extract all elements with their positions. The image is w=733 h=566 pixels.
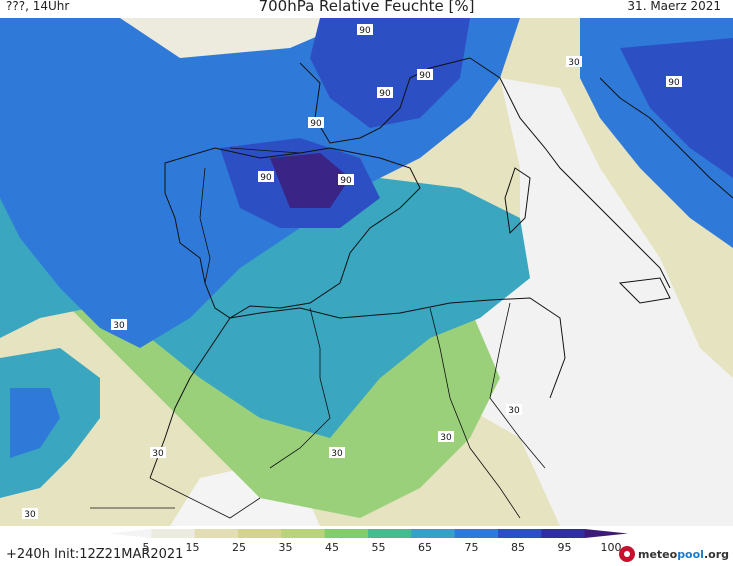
colorbar-tick-label: 55 bbox=[372, 541, 386, 554]
humid-core-france bbox=[310, 18, 470, 128]
colorbar-segment bbox=[498, 529, 542, 538]
humid-core-dark bbox=[270, 153, 350, 208]
colorbar: 5 15 25 35 45 55 65 75 85 95 100 bbox=[108, 529, 628, 554]
contour-label: 30 bbox=[438, 431, 454, 443]
contour-label: 90 bbox=[666, 76, 682, 88]
humid-core-balkans bbox=[620, 38, 733, 178]
header-date: 31. Maerz 2021 bbox=[627, 0, 721, 13]
svg-text:90: 90 bbox=[310, 119, 322, 129]
svg-text:90: 90 bbox=[379, 89, 391, 99]
contour-label: 30 bbox=[111, 319, 127, 331]
colorbar-segment bbox=[541, 529, 586, 538]
colorbar-tick-label: 5 bbox=[143, 541, 150, 554]
colorbar-segment bbox=[324, 529, 369, 538]
colorbar-tick-label: 25 bbox=[232, 541, 246, 554]
svg-text:90: 90 bbox=[340, 176, 352, 186]
chart-title: 700hPa Relative Feuchte [%] bbox=[258, 0, 475, 15]
meteopool-logo[interactable]: meteopool.org bbox=[618, 546, 729, 562]
colorbar-tick-label: 45 bbox=[325, 541, 339, 554]
contour-label: 90 bbox=[357, 24, 373, 36]
svg-text:30: 30 bbox=[508, 406, 520, 416]
colorbar-tick-label: 75 bbox=[465, 541, 479, 554]
atlantic-swirl-inner bbox=[10, 388, 60, 458]
contour-label: 30 bbox=[150, 447, 166, 459]
run-info: +240h Init:12Z21MAR2021 bbox=[6, 547, 184, 562]
header-left-label: ???, 14Uhr bbox=[6, 0, 70, 13]
logo-icon bbox=[618, 546, 635, 562]
svg-text:30: 30 bbox=[568, 58, 580, 68]
colorbar-segment bbox=[454, 529, 499, 538]
colorbar-segment bbox=[108, 529, 152, 538]
svg-text:30: 30 bbox=[24, 510, 36, 520]
logo-text: meteopool.org bbox=[637, 547, 729, 561]
colorbar-segment bbox=[194, 529, 239, 538]
contour-label: 30 bbox=[566, 56, 582, 68]
svg-text:30: 30 bbox=[152, 449, 164, 459]
humidity-map: 90 90 90 90 90 90 90 30 30 30 30 30 30 3… bbox=[0, 18, 733, 554]
contour-label: 90 bbox=[377, 87, 393, 99]
svg-text:90: 90 bbox=[260, 173, 272, 183]
svg-text:30: 30 bbox=[331, 449, 343, 459]
colorbar-tick-labels: 5 15 25 35 45 55 65 75 85 95 100 bbox=[143, 541, 622, 554]
contour-label: 90 bbox=[258, 171, 274, 183]
colorbar-tick-label: 15 bbox=[186, 541, 200, 554]
contour-labels: 90 90 90 90 90 90 90 30 30 30 30 30 30 3… bbox=[22, 24, 682, 520]
svg-text:90: 90 bbox=[359, 26, 371, 36]
colorbar-tick-label: 35 bbox=[279, 541, 293, 554]
colorbar-tick-label: 100 bbox=[601, 541, 622, 554]
colorbar-segment bbox=[151, 529, 196, 538]
colorbar-tick-label: 95 bbox=[558, 541, 572, 554]
contour-label: 30 bbox=[22, 508, 38, 520]
country-borders bbox=[90, 147, 546, 519]
colorbar-segment bbox=[368, 529, 412, 538]
contour-label: 30 bbox=[506, 404, 522, 416]
colorbar-segments bbox=[108, 529, 628, 538]
colorbar-tick-label: 85 bbox=[511, 541, 525, 554]
contour-label: 90 bbox=[338, 174, 354, 186]
svg-text:30: 30 bbox=[113, 321, 125, 331]
svg-text:30: 30 bbox=[440, 433, 452, 443]
colorbar-segment bbox=[411, 529, 456, 538]
svg-text:90: 90 bbox=[668, 78, 680, 88]
contour-label: 90 bbox=[308, 117, 324, 129]
colorbar-segment bbox=[584, 529, 628, 538]
colorbar-tick-label: 65 bbox=[418, 541, 432, 554]
contour-label: 90 bbox=[417, 69, 433, 81]
colorbar-segment bbox=[238, 529, 282, 538]
contour-label: 30 bbox=[329, 447, 345, 459]
svg-text:90: 90 bbox=[419, 71, 431, 81]
colorbar-segment bbox=[281, 529, 326, 538]
